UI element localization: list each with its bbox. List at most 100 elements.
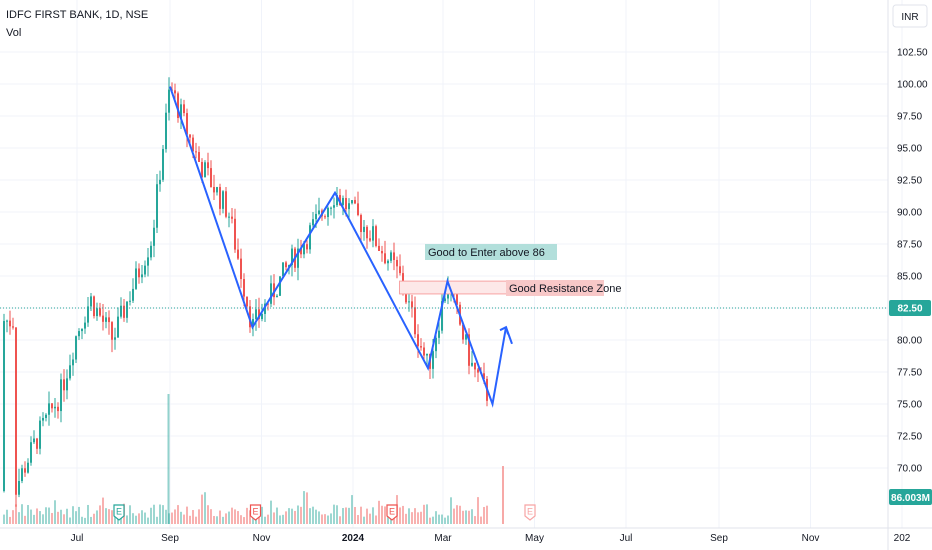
volume-bar bbox=[318, 511, 320, 524]
candle-body bbox=[387, 260, 389, 264]
volume-bar bbox=[63, 514, 65, 524]
earnings-marker-icon[interactable]: E bbox=[386, 504, 398, 521]
volume-bar bbox=[486, 505, 488, 524]
candle-body bbox=[381, 250, 383, 254]
candle-body bbox=[309, 225, 311, 250]
volume-bar bbox=[3, 514, 5, 524]
volume-bar bbox=[462, 510, 464, 524]
volume-bar bbox=[147, 517, 149, 524]
volume-bar bbox=[243, 517, 245, 524]
time-tick-label: Sep bbox=[710, 533, 728, 544]
candle-body bbox=[384, 253, 386, 264]
volume-bar bbox=[315, 509, 317, 524]
candle-body bbox=[93, 296, 95, 317]
candle-body bbox=[54, 406, 56, 409]
volume-bar bbox=[6, 509, 8, 524]
candle-body bbox=[42, 417, 44, 421]
resistance-zone[interactable] bbox=[399, 280, 516, 295]
candle-body bbox=[393, 252, 395, 260]
svg-text:E: E bbox=[527, 507, 533, 517]
candle-body bbox=[390, 252, 392, 261]
candle-body bbox=[96, 308, 98, 317]
candle-body bbox=[243, 279, 245, 297]
annotation-enter[interactable]: Good to Enter above 86 bbox=[425, 244, 557, 260]
volume-bar bbox=[468, 510, 470, 524]
earnings-marker-icon[interactable]: E bbox=[249, 504, 262, 521]
time-axis[interactable]: Jul Sep Nov 2024 Mar May Jul Sep Nov 202 bbox=[71, 533, 911, 544]
volume-bar bbox=[183, 514, 185, 524]
candle-body bbox=[378, 245, 380, 251]
volume-bar bbox=[267, 514, 269, 524]
volume-bar bbox=[450, 497, 452, 524]
volume-bars bbox=[3, 394, 504, 524]
volume-bar bbox=[72, 506, 74, 524]
volume-bar bbox=[237, 511, 239, 524]
volume-bar bbox=[423, 504, 425, 524]
volume-bar bbox=[15, 504, 17, 524]
candle-body bbox=[420, 346, 422, 348]
annotations[interactable]: Good to Enter above 86 Good Resistance Zo… bbox=[425, 244, 622, 296]
volume-bar bbox=[153, 504, 155, 524]
volume-bar bbox=[360, 506, 362, 524]
candle-body bbox=[231, 216, 233, 219]
last-volume-badge: 86.003M bbox=[889, 489, 932, 505]
plot-area[interactable] bbox=[0, 0, 888, 528]
price-tick-label: 70.00 bbox=[897, 464, 922, 475]
symbol-title: IDFC FIRST BANK, 1D, NSE bbox=[6, 9, 148, 21]
volume-bar bbox=[132, 513, 134, 524]
candle-body bbox=[417, 334, 419, 347]
candle-body bbox=[90, 296, 92, 307]
volume-bar bbox=[321, 514, 323, 524]
candle-body bbox=[456, 293, 458, 305]
zigzag-pattern[interactable] bbox=[169, 86, 513, 408]
volume-bar bbox=[279, 515, 281, 524]
price-tick-label: 100.00 bbox=[897, 80, 928, 91]
volume-bar bbox=[282, 514, 284, 524]
volume-bar bbox=[420, 511, 422, 524]
candle-body bbox=[255, 309, 257, 320]
arrow-head-icon bbox=[499, 325, 509, 335]
candle-body bbox=[342, 198, 344, 205]
candle-body bbox=[180, 104, 182, 118]
candle-body bbox=[360, 215, 362, 233]
annotation-resistance[interactable]: Good Resistance Zone bbox=[506, 280, 622, 296]
volume-bar bbox=[162, 505, 164, 524]
candle-body bbox=[105, 317, 107, 322]
volume-bar bbox=[225, 513, 227, 524]
volume-bar bbox=[261, 506, 263, 524]
price-tick-label: 90.00 bbox=[897, 208, 922, 219]
volume-bar bbox=[273, 512, 275, 524]
candle-body bbox=[15, 327, 17, 495]
volume-bar bbox=[435, 511, 437, 524]
currency-button[interactable]: INR bbox=[892, 4, 928, 28]
candle-body bbox=[192, 137, 194, 152]
candle-body bbox=[183, 104, 185, 114]
volume-bar bbox=[339, 516, 341, 524]
volume-bar bbox=[207, 505, 209, 524]
candle-body bbox=[270, 283, 272, 304]
volume-bar bbox=[246, 507, 248, 524]
candle-body bbox=[27, 462, 29, 473]
volume-bar bbox=[45, 507, 47, 524]
volume-bar bbox=[165, 509, 167, 524]
candle-body bbox=[399, 266, 401, 274]
svg-text:E: E bbox=[389, 507, 395, 517]
candle-body bbox=[324, 216, 326, 218]
volume-bar bbox=[408, 508, 410, 524]
candle-body bbox=[366, 226, 368, 239]
svg-text:E: E bbox=[116, 507, 122, 517]
candle-body bbox=[141, 274, 143, 278]
resistance-rect[interactable] bbox=[399, 280, 516, 295]
candle-body bbox=[354, 200, 356, 204]
volume-bar bbox=[303, 491, 305, 524]
candle-body bbox=[156, 184, 158, 228]
zigzag-line[interactable] bbox=[169, 86, 507, 408]
candle-body bbox=[318, 210, 320, 214]
candle-body bbox=[213, 187, 215, 193]
price-tick-label: 85.00 bbox=[897, 272, 922, 283]
candle-body bbox=[444, 298, 446, 302]
earnings-marker-icon[interactable]: E bbox=[113, 504, 125, 521]
earnings-marker-icon[interactable]: E bbox=[524, 504, 536, 521]
